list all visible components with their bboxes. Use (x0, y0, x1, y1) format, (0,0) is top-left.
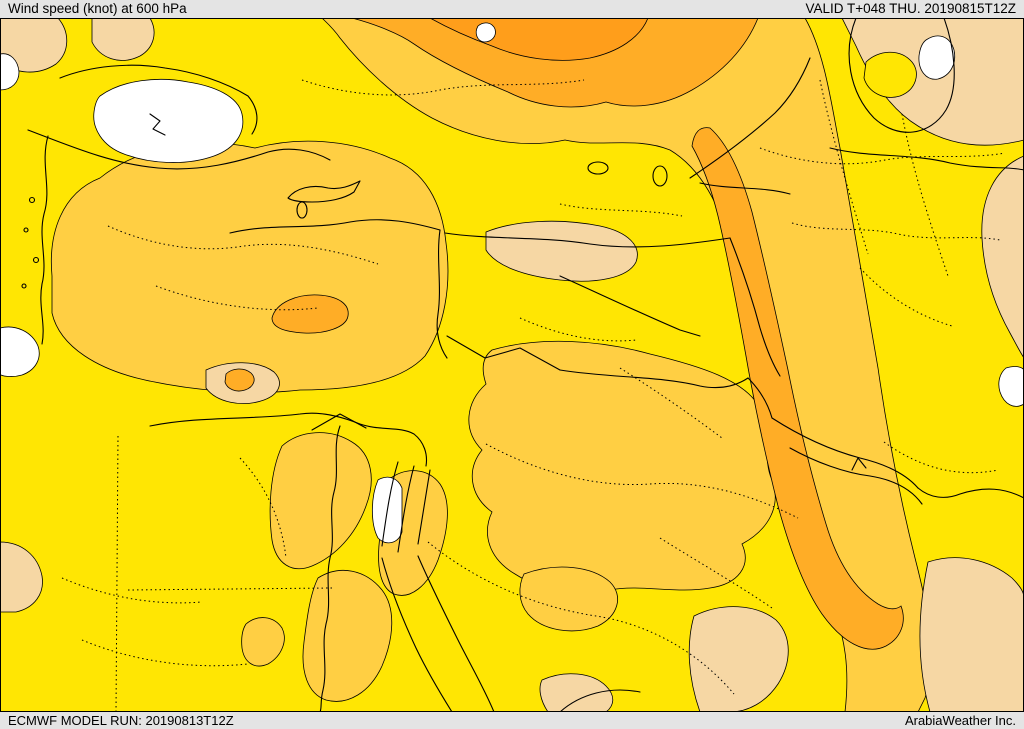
weather-map (0, 18, 1024, 712)
calm-region-topleft-small (0, 53, 20, 91)
aegean-coast (40, 135, 49, 345)
gulf-of-suez-west (381, 461, 399, 547)
gold-region-nile-small (241, 617, 285, 667)
aegean-island (28, 196, 36, 204)
orange-region-anatolia-core (271, 294, 349, 334)
yemen-border (559, 689, 641, 712)
tan-region-topright (841, 18, 1024, 146)
attribution-label: ArabiaWeather Inc. (904, 713, 1016, 728)
gold-region-redsea-north (269, 432, 372, 570)
nile-river (319, 425, 341, 712)
oman-coast (917, 487, 1024, 499)
red-sea-east-shore (417, 555, 495, 712)
red-sea-west-shore (381, 557, 453, 712)
tan-region-topleft-b (91, 18, 155, 61)
jordan-saudi-border (446, 335, 561, 371)
gulf-of-suez-east (397, 465, 415, 553)
levant-coast (436, 229, 448, 359)
lake-van (587, 161, 609, 175)
iran-turkmenistan-border (829, 147, 1024, 171)
iraq-saudi-border (559, 369, 749, 389)
qatar-peninsula (851, 457, 867, 471)
black-sea-coast (27, 129, 331, 170)
dotted-boundaries (61, 79, 1006, 712)
white-calm-regions (0, 22, 1024, 544)
gulf-of-aqaba (417, 469, 431, 545)
armenia-iran-border (699, 182, 791, 195)
map-title: Wind speed (knot) at 600 hPa (8, 1, 187, 17)
iraq-iran-border (729, 237, 781, 377)
turkey-syria-border (444, 232, 731, 248)
kuwait-coast (747, 377, 773, 419)
turkey-south-coast (229, 219, 441, 234)
model-run-label: ECMWF MODEL RUN: 20190813T12Z (8, 713, 234, 728)
valid-time-label: VALID T+048 THU. 20190815T12Z (805, 1, 1016, 17)
header-bar: Wind speed (knot) at 600 hPa VALID T+048… (0, 0, 1024, 18)
egypt-north-coast (149, 412, 428, 467)
lake-tuz (296, 201, 308, 219)
calm-region-top-small (475, 22, 496, 43)
caspian-sea-outline (848, 18, 955, 133)
orange-region-jet-core (691, 127, 904, 650)
orange-region-egypt-dot (224, 368, 255, 392)
footer-bar: ECMWF MODEL RUN: 20190813T12Z ArabiaWeat… (0, 712, 1024, 729)
black-sea-north-coast (59, 64, 258, 135)
persian-gulf-north-coast (771, 417, 919, 489)
gold-region-central-arabia (468, 340, 776, 594)
yellow-patch-regions (863, 51, 917, 98)
tan-region-bottom-a (539, 673, 614, 712)
calm-region-left-edge (0, 326, 40, 377)
persian-gulf-south-coast (789, 447, 923, 505)
calm-region-right-edge (998, 366, 1024, 407)
orange-region-top-band (351, 18, 759, 108)
calm-region-black-sea (93, 78, 244, 163)
tan-region-right-edge (981, 155, 1024, 359)
caucasus-border (689, 57, 811, 179)
tan-region-bottomright (919, 557, 1024, 712)
coastline-borders (21, 18, 1024, 712)
tan-region-bottom-b (688, 606, 789, 712)
aegean-island (21, 283, 27, 289)
tan-wind-regions (0, 18, 1024, 712)
yellow-patch-caspian (863, 51, 917, 98)
orange-wind-regions (224, 18, 904, 650)
nile-delta (311, 413, 367, 431)
aegean-island (32, 256, 40, 264)
calm-region-caspian (918, 35, 956, 80)
lake-urmia (652, 165, 668, 187)
syria-iraq-border (559, 275, 701, 337)
wind-speed-map-canvas (0, 18, 1024, 712)
tan-region-syria (485, 220, 638, 282)
tan-region-left-edge (0, 541, 43, 613)
bosphorus-detail (149, 113, 166, 136)
gold-region-south-arabia (519, 566, 619, 632)
aegean-island (23, 227, 29, 233)
gold-region-anatolia (50, 140, 449, 393)
